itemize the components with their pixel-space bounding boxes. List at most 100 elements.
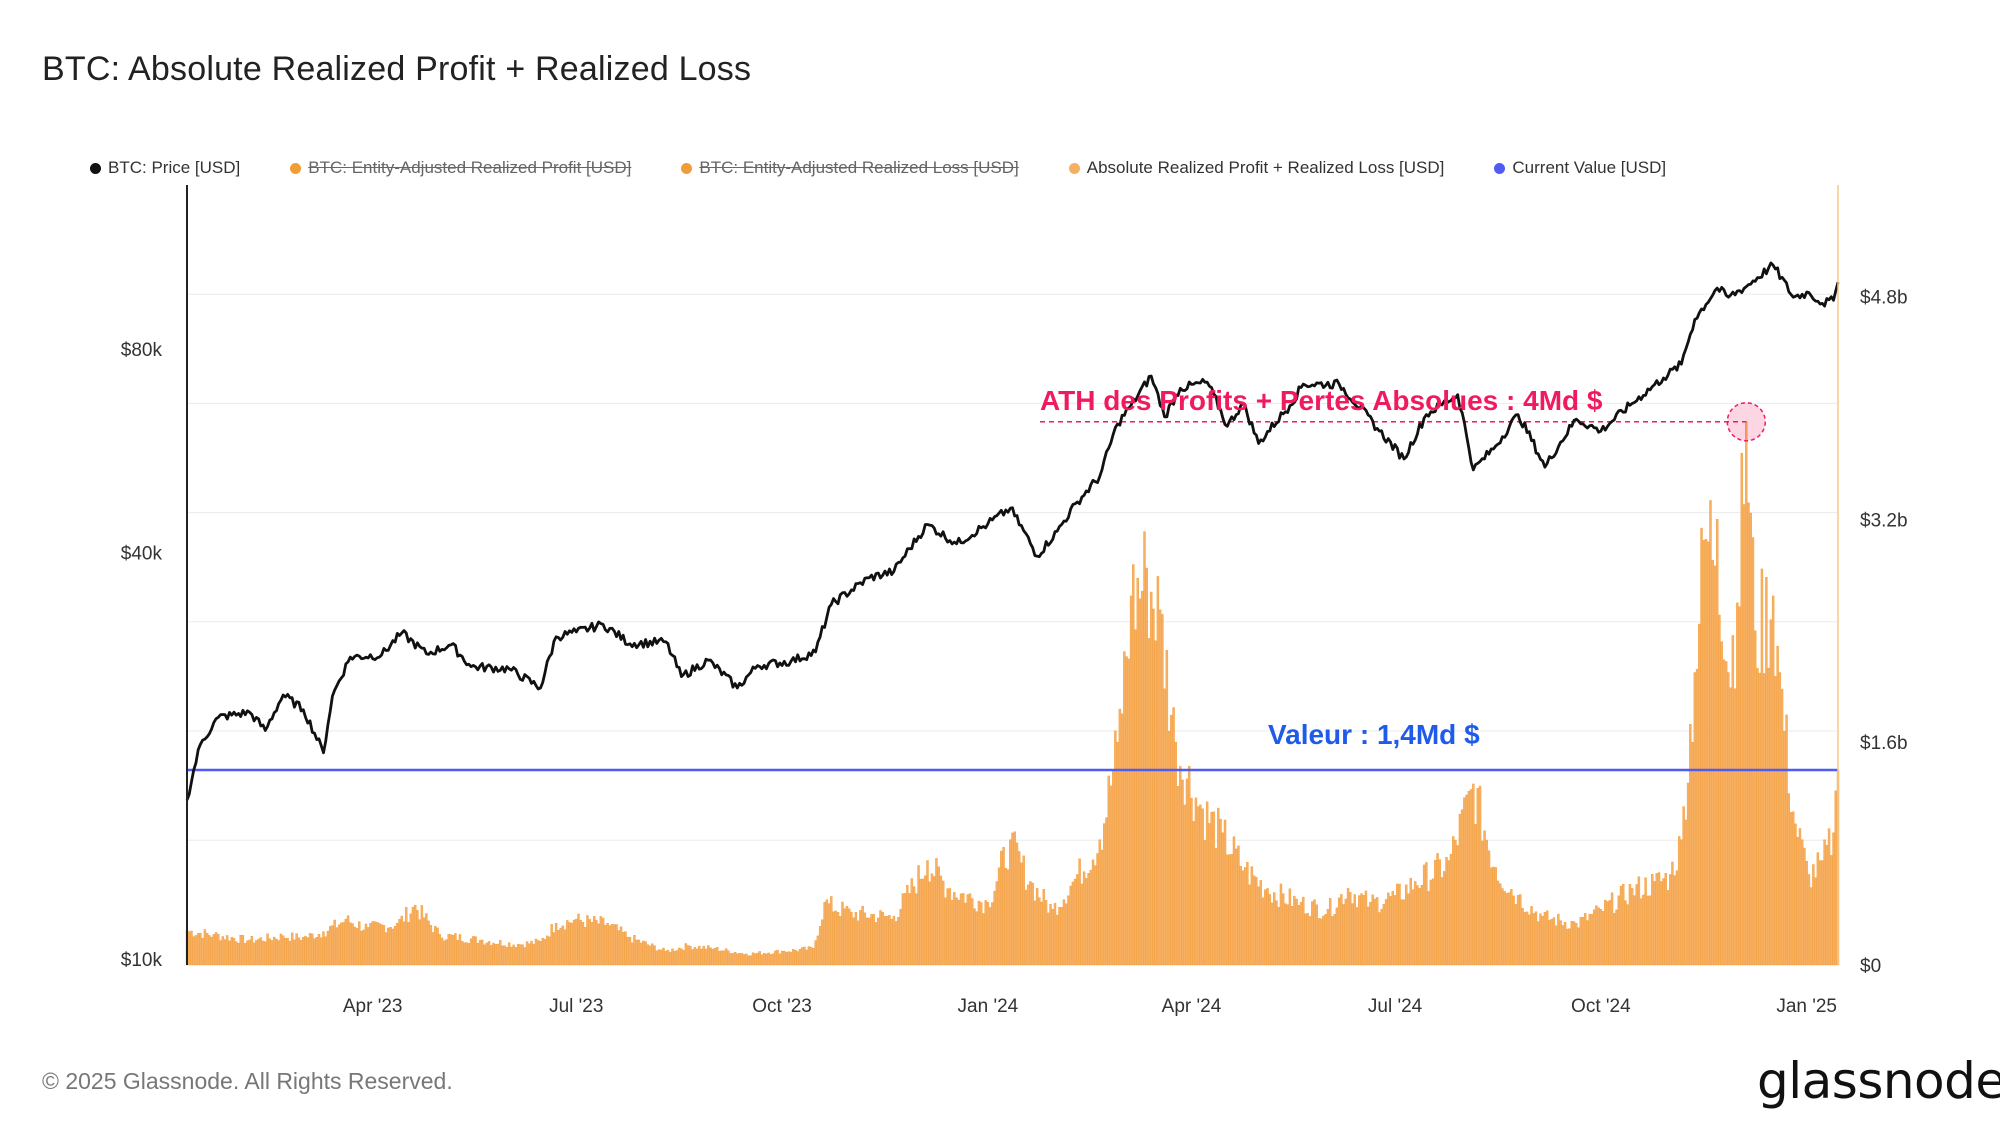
bar-mark <box>1111 770 1115 966</box>
legend-item-realized-profit[interactable]: BTC: Entity-Adjusted Realized Profit [US… <box>290 158 631 178</box>
bar-mark <box>816 935 820 966</box>
bar-mark <box>1539 913 1542 966</box>
bar-mark <box>1076 874 1079 966</box>
bar-mark <box>1722 659 1726 966</box>
left-tick-label: $10k <box>121 950 163 971</box>
bar-mark <box>1183 804 1186 966</box>
bar-mark <box>892 916 896 966</box>
bar-mark <box>1507 892 1511 966</box>
bar-mark <box>740 953 744 966</box>
bar-mark <box>937 866 940 966</box>
bar-mark <box>1170 714 1173 966</box>
bar-mark <box>407 922 410 966</box>
bar-mark <box>512 944 515 966</box>
bar-mark <box>1577 927 1580 966</box>
bar-mark <box>445 939 448 966</box>
bar-mark <box>635 939 638 966</box>
bar-mark <box>1505 893 1509 966</box>
ath-marker-circle <box>1726 402 1767 442</box>
bar-mark <box>1713 565 1717 966</box>
bar-mark <box>1006 869 1010 966</box>
bar-mark <box>818 926 822 966</box>
bar-mark <box>1689 723 1692 966</box>
bar-mark <box>1485 839 1488 966</box>
bar-mark <box>584 927 587 966</box>
bar-mark <box>1405 884 1408 966</box>
bar-mark <box>467 943 471 966</box>
bar-mark <box>355 927 359 966</box>
bar-mark <box>335 927 339 966</box>
bar-mark <box>1217 807 1220 966</box>
bar-mark <box>1429 879 1433 966</box>
bar-mark <box>1326 909 1330 966</box>
grid-lines <box>187 293 1838 841</box>
bar-mark <box>1080 883 1084 966</box>
bar-mark <box>1409 877 1412 966</box>
bar-mark <box>315 937 318 966</box>
bar-mark <box>776 949 779 966</box>
bar-mark <box>1422 864 1426 966</box>
x-axis-ticks: Apr '23 Jul '23 Oct '23 Jan '24 Apr '24 Jul '… <box>343 996 1837 1017</box>
bar-mark <box>273 936 276 966</box>
bar-mark <box>391 928 395 966</box>
bar-mark <box>1622 883 1625 966</box>
bar-mark <box>1239 866 1242 966</box>
bar-mark <box>1020 862 1023 966</box>
bar-mark <box>1769 619 1773 966</box>
legend-item-btc-price[interactable]: BTC: Price [USD] <box>90 158 240 178</box>
bar-mark <box>950 900 954 966</box>
bar-mark <box>628 936 632 966</box>
bar-mark <box>476 942 480 966</box>
bar-mark <box>521 944 524 966</box>
bar-mark <box>1586 920 1589 966</box>
bar-mark <box>924 875 927 966</box>
bar-mark <box>1742 504 1746 966</box>
bar-mark <box>1411 889 1415 966</box>
bar-mark <box>1293 895 1296 966</box>
legend-label: BTC: Entity-Adjusted Realized Loss [USD] <box>699 158 1019 177</box>
page-title: BTC: Absolute Realized Profit + Realized… <box>42 50 752 88</box>
bar-mark <box>1387 892 1390 966</box>
bar-mark <box>1100 849 1104 966</box>
legend-item-realized-loss[interactable]: BTC: Entity-Adjusted Realized Loss [USD] <box>681 158 1019 178</box>
bar-mark <box>541 937 544 966</box>
bar-mark <box>1136 577 1139 966</box>
bar-mark <box>1628 884 1632 966</box>
bar-mark <box>1067 895 1070 966</box>
bar-mark <box>465 942 468 966</box>
bar-mark <box>1056 914 1059 966</box>
bar-mark <box>1362 895 1365 966</box>
bar-mark <box>1825 844 1829 966</box>
bar-mark <box>295 933 298 966</box>
bar-mark <box>1537 921 1540 966</box>
bar-mark <box>1789 812 1793 966</box>
bar-mark <box>1022 855 1025 966</box>
bar-mark <box>210 936 213 966</box>
bar-mark <box>1299 902 1303 966</box>
bar-mark <box>1568 928 1571 966</box>
bar-mark <box>1078 858 1081 966</box>
bar-mark <box>1727 672 1730 966</box>
bar-mark <box>360 930 363 966</box>
bar-mark <box>684 943 688 966</box>
bar-mark <box>794 950 797 966</box>
bar-mark <box>941 880 945 966</box>
bar-mark <box>1608 900 1612 966</box>
bar-mark <box>651 943 654 966</box>
bar-mark <box>1369 902 1372 966</box>
bar-mark <box>1767 667 1770 966</box>
bar-mark <box>836 912 840 966</box>
bar-mark <box>1125 656 1128 966</box>
legend-item-absolute-profit-loss[interactable]: Absolute Realized Profit + Realized Loss… <box>1068 158 1444 178</box>
bar-mark <box>1440 877 1444 966</box>
legend-item-current-value[interactable]: Current Value [USD] <box>1494 158 1666 178</box>
bar-mark <box>1138 598 1142 966</box>
bar-mark <box>481 939 484 966</box>
bar-mark <box>1523 912 1527 966</box>
bar-mark <box>1038 897 1041 966</box>
bar-mark <box>1167 731 1171 966</box>
bar-mark <box>733 952 737 966</box>
bar-mark <box>715 947 719 966</box>
bar-mark <box>1800 839 1804 966</box>
